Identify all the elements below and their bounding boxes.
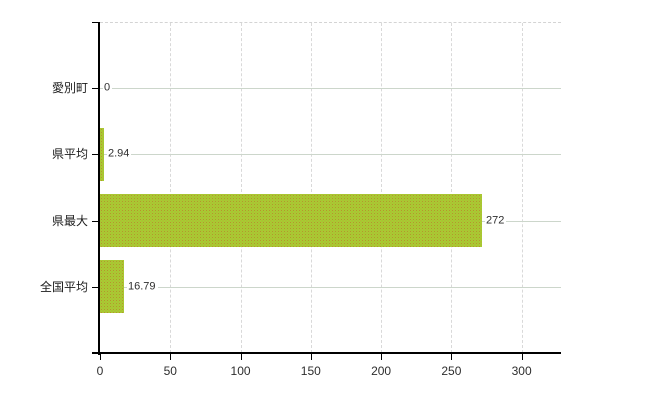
- bar-全国平均: [100, 260, 124, 313]
- y-axis: [98, 22, 100, 355]
- y-tick: [92, 154, 99, 155]
- vertical-gridline: [240, 23, 242, 353]
- y-tick: [92, 88, 99, 89]
- x-tick-label: 0: [96, 364, 104, 378]
- bar-県平均: [100, 128, 104, 181]
- vertical-gridline: [310, 23, 312, 353]
- vertical-gridline: [451, 23, 453, 353]
- x-tick: [381, 354, 383, 360]
- horizontal-gridline: [100, 88, 561, 89]
- x-axis: [92, 352, 561, 354]
- horizontal-gridline: [100, 287, 561, 288]
- x-tick: [451, 354, 453, 360]
- x-tick-label: 300: [511, 364, 532, 378]
- x-tick: [240, 354, 242, 360]
- x-tick-label: 100: [230, 364, 251, 378]
- x-tick: [521, 354, 523, 360]
- bar-value-label: 16.79: [127, 280, 158, 294]
- bar-県最大: [100, 194, 482, 247]
- bar-value-label: 272: [485, 214, 507, 228]
- y-tick: [92, 221, 99, 222]
- bar-value-label: 2.94: [107, 147, 132, 161]
- vertical-gridline: [381, 23, 383, 353]
- category-label: 県平均: [51, 147, 88, 161]
- x-tick: [170, 354, 172, 360]
- y-axis-top-tick: [92, 22, 99, 23]
- horizontal-gridline: [100, 154, 561, 155]
- x-tick-label: 250: [441, 364, 462, 378]
- category-label: 愛別町: [51, 81, 88, 95]
- x-tick-label: 200: [371, 364, 392, 378]
- x-tick: [310, 354, 312, 360]
- vertical-gridline: [521, 23, 523, 353]
- plot-top-border: [100, 22, 561, 23]
- x-tick-label: 50: [163, 364, 177, 378]
- category-label: 全国平均: [39, 280, 88, 294]
- x-tick: [100, 354, 101, 360]
- x-tick-label: 150: [300, 364, 321, 378]
- vertical-gridline: [170, 23, 172, 353]
- y-tick: [92, 287, 99, 288]
- category-label: 県最大: [51, 214, 88, 228]
- bar-value-label: 0: [103, 81, 113, 95]
